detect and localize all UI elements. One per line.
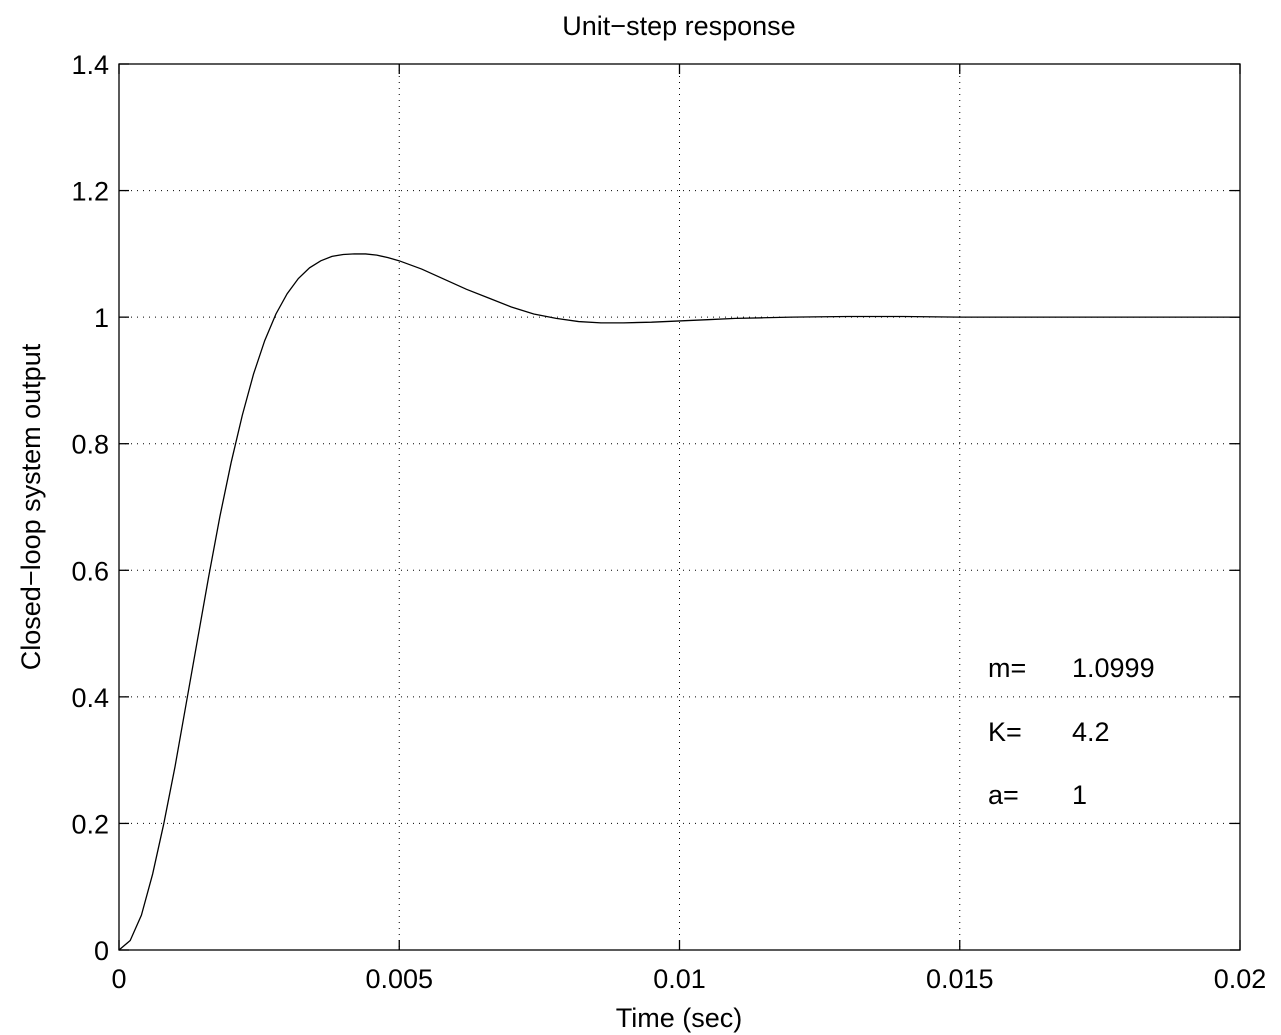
y-tick-label: 1.2 xyxy=(71,177,109,207)
x-axis-label: Time (sec) xyxy=(616,1003,743,1033)
axis-ticks xyxy=(118,63,1241,951)
series-line xyxy=(118,253,1240,951)
grid-lines xyxy=(119,64,1240,950)
annotation-label: a= xyxy=(988,780,1019,810)
y-tick-label: 0.8 xyxy=(71,430,109,460)
y-tick-labels: 0 0.2 0.4 0.6 0.8 1 1.2 1.4 xyxy=(71,50,109,966)
x-tick-label: 0.005 xyxy=(365,964,433,994)
annotation-value: 1.0999 xyxy=(1072,653,1155,683)
y-tick-label: 1 xyxy=(94,303,109,333)
y-axis-label: Closed−loop system output xyxy=(16,343,46,670)
annotation-label: m= xyxy=(988,653,1026,683)
y-tick-label: 0.2 xyxy=(71,809,109,839)
annotation-value: 1 xyxy=(1072,780,1087,810)
x-tick-label: 0.02 xyxy=(1214,964,1267,994)
chart-title: Unit−step response xyxy=(562,11,795,41)
y-tick-label: 0 xyxy=(94,936,109,966)
y-tick-label: 0.4 xyxy=(71,683,109,713)
y-tick-label: 1.4 xyxy=(71,50,109,80)
x-tick-label: 0.01 xyxy=(653,964,706,994)
x-tick-labels: 0 0.005 0.01 0.015 0.02 xyxy=(111,964,1266,994)
x-tick-label: 0 xyxy=(111,964,126,994)
annotation-value: 4.2 xyxy=(1072,717,1110,747)
x-tick-label: 0.015 xyxy=(926,964,994,994)
y-tick-label: 0.6 xyxy=(71,556,109,586)
annotation-label: K= xyxy=(988,717,1022,747)
annotations: m= 1.0999 K= 4.2 a= 1 xyxy=(988,653,1155,810)
